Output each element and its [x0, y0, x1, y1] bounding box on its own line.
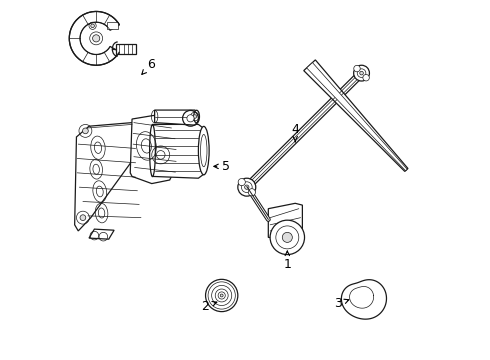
Text: 2: 2 [201, 300, 217, 313]
Polygon shape [130, 116, 177, 184]
Polygon shape [89, 229, 114, 239]
Circle shape [248, 189, 255, 196]
Circle shape [82, 128, 88, 134]
Polygon shape [269, 203, 302, 239]
Circle shape [238, 179, 245, 186]
Ellipse shape [194, 110, 199, 123]
Text: 3: 3 [334, 297, 349, 310]
Circle shape [245, 185, 249, 189]
Ellipse shape [198, 126, 209, 175]
Circle shape [80, 215, 86, 221]
Text: 1: 1 [283, 251, 291, 271]
Circle shape [187, 115, 194, 122]
Polygon shape [107, 22, 118, 30]
Circle shape [363, 75, 369, 81]
Polygon shape [342, 280, 387, 319]
Polygon shape [74, 123, 147, 231]
Ellipse shape [149, 125, 155, 177]
Polygon shape [245, 71, 364, 190]
Text: 6: 6 [142, 58, 155, 75]
Circle shape [360, 71, 364, 75]
Polygon shape [69, 12, 120, 65]
Polygon shape [155, 110, 197, 125]
Polygon shape [152, 125, 205, 178]
Polygon shape [304, 60, 408, 171]
Circle shape [238, 178, 256, 196]
Circle shape [193, 115, 196, 118]
Circle shape [220, 294, 223, 297]
Circle shape [354, 65, 369, 81]
Circle shape [282, 232, 293, 242]
Polygon shape [116, 44, 136, 54]
Circle shape [93, 35, 100, 42]
Circle shape [270, 220, 304, 255]
Circle shape [205, 279, 238, 312]
Circle shape [91, 24, 95, 28]
Polygon shape [307, 63, 407, 171]
Circle shape [354, 65, 360, 72]
Text: 5: 5 [214, 160, 230, 173]
Text: 4: 4 [291, 123, 299, 142]
